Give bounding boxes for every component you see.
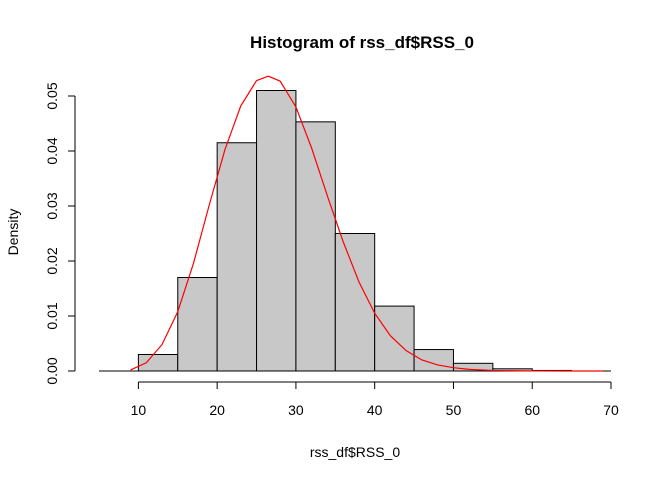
y-tick-label-0: 0.00 [44, 357, 60, 384]
x-tick-label-3: 40 [367, 402, 383, 418]
y-tick-label-5: 0.05 [44, 82, 60, 109]
histogram-bar-5 [295, 121, 336, 372]
y-tick-label-3: 0.03 [44, 192, 60, 219]
y-axis: 0.00 0.01 0.02 0.03 0.04 0.05 [44, 82, 76, 385]
histogram-bar-1 [137, 354, 179, 372]
histogram-bars [99, 90, 611, 372]
y-axis-label: Density [5, 209, 21, 256]
histogram-bar-6 [334, 233, 376, 372]
histogram-bar-8 [413, 349, 454, 372]
y-tick-label-4: 0.04 [44, 137, 60, 164]
histogram-bar-4 [256, 90, 297, 372]
x-tick-label-2: 30 [288, 402, 304, 418]
histogram-bar-7 [374, 305, 415, 372]
density-curve-line [130, 75, 604, 372]
histogram-bar-3 [216, 142, 258, 372]
x-tick-label-5: 60 [524, 402, 540, 418]
x-tick-label-4: 50 [446, 402, 462, 418]
x-tick-label-6: 70 [603, 402, 619, 418]
chart-title: Histogram of rss_df$RSS_0 [250, 33, 474, 52]
y-tick-label-2: 0.02 [44, 247, 60, 274]
x-tick-label-0: 10 [131, 402, 147, 418]
density-curve-layer [130, 75, 604, 372]
x-axis: 10 20 30 40 50 60 70 [131, 381, 619, 418]
x-tick-label-1: 20 [209, 402, 225, 418]
x-axis-label: rss_df$RSS_0 [310, 444, 400, 460]
y-tick-label-1: 0.01 [44, 302, 60, 329]
